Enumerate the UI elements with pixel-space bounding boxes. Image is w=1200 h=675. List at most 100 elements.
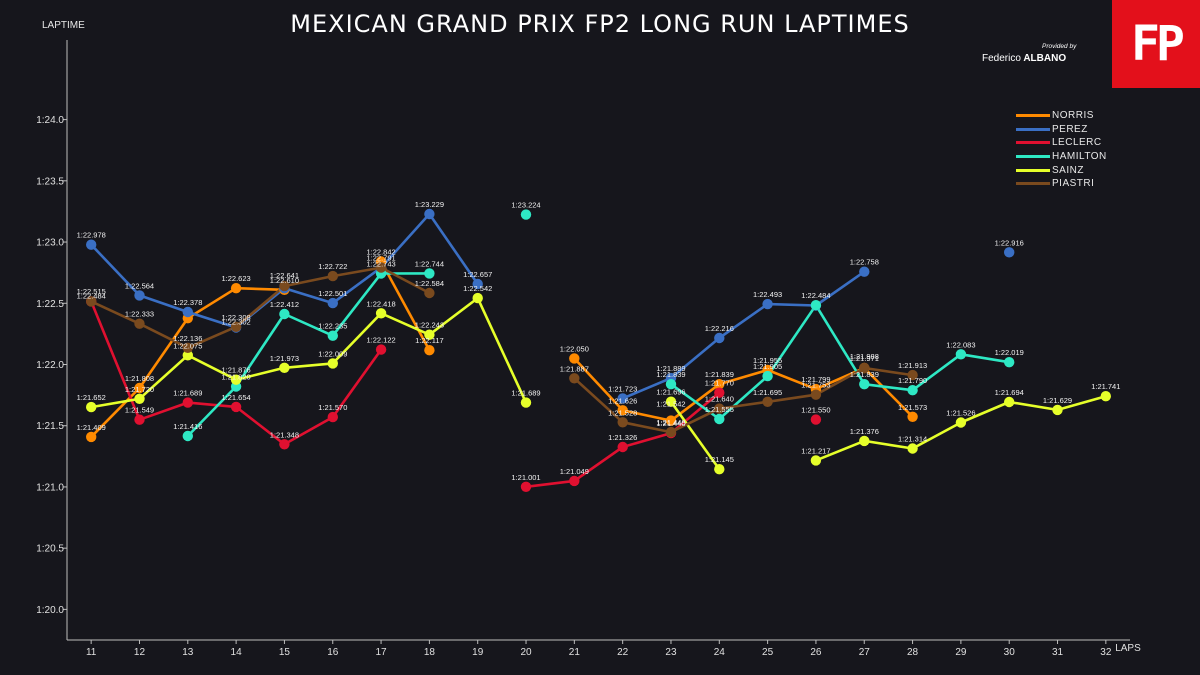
data-label: 1:23.229 (415, 200, 444, 209)
data-label: 1:22.493 (753, 290, 782, 299)
data-point-sainz (859, 435, 870, 447)
data-point-norris (86, 431, 97, 443)
data-point-norris (230, 283, 242, 294)
data-point-leclerc (714, 387, 725, 398)
data-point-hamilton (907, 385, 918, 396)
legend-item-perez: PEREZ (1016, 123, 1107, 137)
data-point-hamilton (762, 370, 773, 382)
data-label: 1:21.889 (656, 364, 685, 373)
x-tick-label: 28 (907, 647, 919, 658)
data-point-perez (617, 393, 628, 404)
series-line-hamilton (186, 272, 430, 437)
data-label: 1:21.790 (898, 376, 927, 385)
data-point-piastri (665, 426, 677, 438)
data-label: 1:21.416 (173, 422, 202, 431)
data-point-sainz (1100, 391, 1112, 402)
data-label: 1:21.741 (1091, 382, 1120, 391)
series-line-hamilton (670, 303, 1010, 421)
data-label: 1:21.689 (173, 389, 202, 398)
x-tick-label: 11 (86, 647, 97, 658)
data-point-sainz (810, 455, 822, 466)
data-label: 1:22.842 (366, 247, 395, 256)
data-label: 1:21.001 (511, 473, 540, 482)
x-tick-label: 19 (472, 647, 484, 658)
data-point-leclerc (375, 344, 387, 355)
legend-item-sainz: SAINZ (1016, 163, 1107, 177)
data-label: 1:22.743 (366, 260, 395, 269)
data-point-leclerc (617, 441, 628, 453)
data-point-piastri (279, 280, 290, 292)
series-points (86, 208, 1112, 492)
data-label: 1:22.050 (560, 344, 589, 353)
data-label: 1:21.799 (801, 375, 830, 384)
x-tick-label: 14 (231, 647, 243, 658)
data-point-sainz (86, 401, 97, 413)
y-tick-label: 1:23.0 (36, 238, 64, 249)
legend-swatch (1016, 127, 1050, 131)
legend-swatch (1016, 182, 1050, 186)
series-lines (89, 212, 1107, 489)
legend-item-leclerc: LECLERC (1016, 136, 1107, 150)
y-tick-label: 1:23.5 (36, 176, 64, 187)
data-point-sainz (327, 358, 338, 369)
legend-label: LECLERC (1052, 137, 1102, 149)
data-point-hamilton (1004, 357, 1015, 368)
data-point-piastri (230, 321, 242, 332)
data-point-leclerc (279, 439, 290, 450)
data-point-piastri (424, 287, 435, 299)
data-point-leclerc (520, 481, 532, 492)
data-label: 1:21.570 (318, 403, 347, 412)
data-label: 1:22.610 (270, 276, 299, 285)
legend-label: NORRIS (1052, 110, 1094, 122)
chart-legend: NORRIS PEREZ LECLERC HAMILTON SAINZ PIASTRI (1016, 109, 1107, 191)
logo-text: FP (1131, 16, 1185, 72)
series-line-piastri (90, 266, 431, 350)
data-label: 1:21.839 (656, 370, 685, 379)
x-tick-label: 21 (569, 647, 581, 658)
data-label: 1:21.723 (608, 384, 637, 393)
data-label: 1:21.839 (705, 370, 734, 379)
x-tick-label: 20 (520, 647, 532, 658)
x-tick-label: 13 (182, 647, 194, 658)
data-point-hamilton (182, 430, 193, 442)
data-point-piastri (134, 318, 145, 329)
data-label: 1:22.412 (270, 300, 299, 309)
data-label: 1:21.640 (705, 395, 734, 404)
data-label: 1:22.302 (221, 317, 250, 326)
data-point-sainz (665, 396, 677, 407)
data-label: 1:21.440 (656, 419, 685, 428)
data-point-hamilton (810, 300, 822, 311)
legend-item-piastri: PIASTRI (1016, 177, 1107, 191)
data-label: 1:21.913 (898, 361, 927, 370)
data-point-piastri (859, 362, 870, 374)
data-point-norris (424, 345, 435, 356)
data-label: 1:22.075 (173, 341, 202, 350)
credit-author: Federico ALBANO (982, 53, 1066, 64)
series-line-perez (622, 270, 866, 400)
y-tick-label: 1:20.5 (36, 544, 64, 555)
x-tick-label: 31 (1052, 647, 1064, 658)
legend-swatch (1016, 155, 1050, 159)
data-point-norris (907, 411, 918, 422)
data-label: 1:22.122 (366, 336, 395, 345)
data-point-hamilton (520, 209, 532, 220)
x-tick-label: 18 (424, 647, 436, 658)
data-label: 1:22.235 (318, 322, 347, 331)
data-point-sainz (955, 417, 967, 428)
x-tick-label: 26 (810, 647, 822, 658)
data-labels: 1:22.9781:22.5151:22.4841:21.6521:21.409… (77, 200, 1121, 482)
legend-label: PIASTRI (1052, 178, 1095, 190)
data-label: 1:21.887 (560, 364, 589, 373)
data-point-sainz (279, 362, 290, 373)
data-label: 1:22.484 (801, 291, 830, 300)
data-label: 1:22.501 (318, 289, 347, 298)
data-point-hamilton (327, 330, 338, 341)
data-label: 1:22.758 (850, 258, 879, 267)
data-point-perez (714, 332, 725, 344)
data-point-hamilton (665, 379, 677, 390)
data-label: 1:22.484 (77, 292, 106, 301)
data-label: 1:21.652 (77, 393, 106, 402)
data-label: 1:21.654 (221, 393, 250, 402)
x-tick-label: 12 (134, 647, 146, 658)
data-label: 1:21.689 (511, 389, 540, 398)
